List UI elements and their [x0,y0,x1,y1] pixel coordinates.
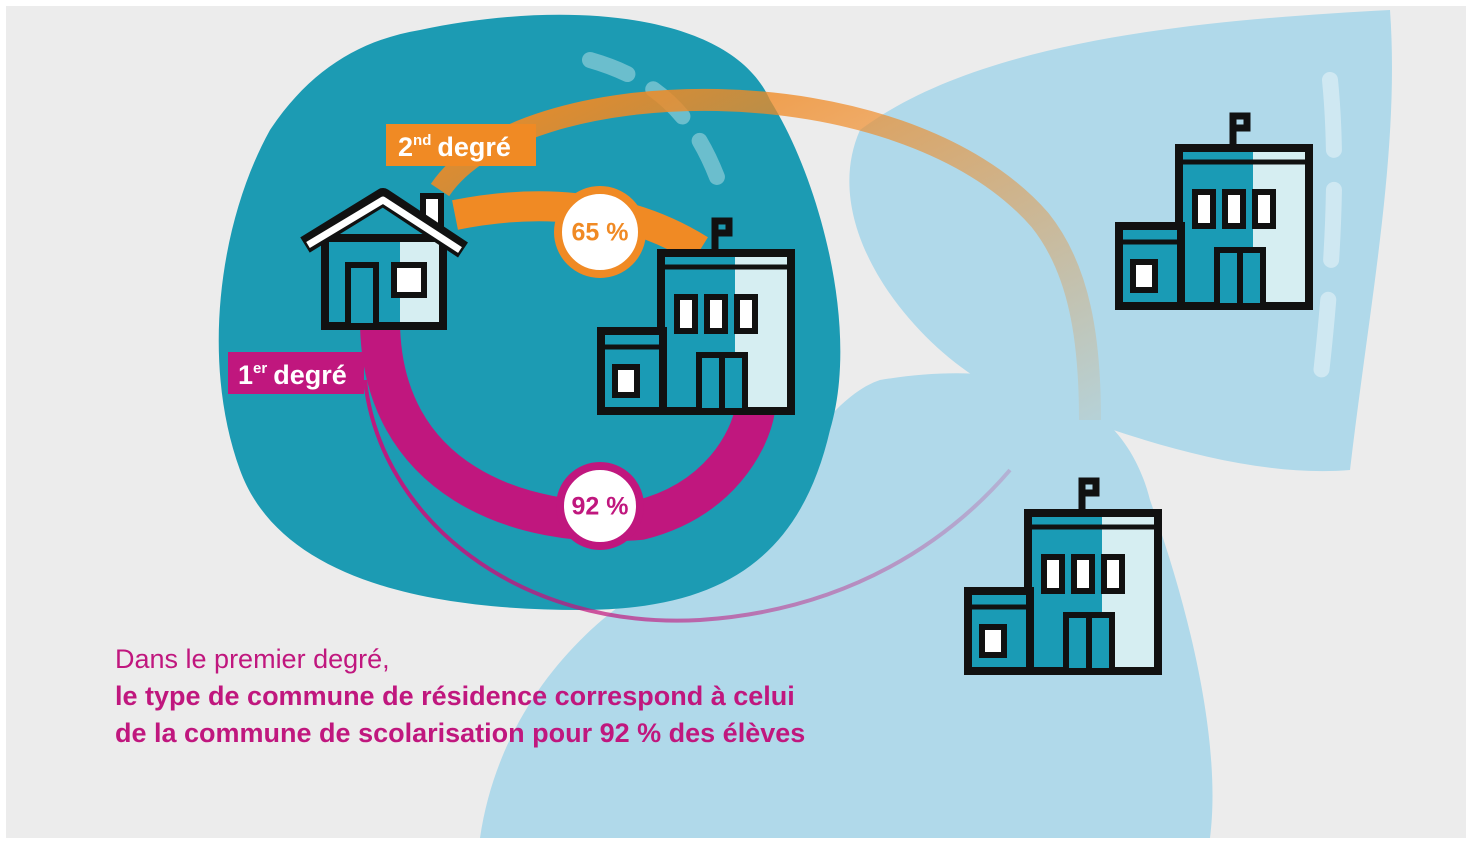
infographic: 2nddegré 1erdegré 65 % 92 % Dans le prem… [0,0,1472,844]
rate: 65 % [572,219,629,247]
rate: 92 % [572,493,629,521]
label-sup: er [253,360,267,377]
caption: de la commune de scolarisation pour 92 %… [115,718,805,748]
caption: Dans le premier degré, [115,644,390,674]
label-sup: nd [413,132,431,149]
label-word: degré [273,360,347,390]
label-number: 1 [238,360,253,390]
caption: le type de commune de résidence correspo… [115,681,795,711]
label-word: degré [437,132,511,162]
label-number: 2 [398,132,413,162]
